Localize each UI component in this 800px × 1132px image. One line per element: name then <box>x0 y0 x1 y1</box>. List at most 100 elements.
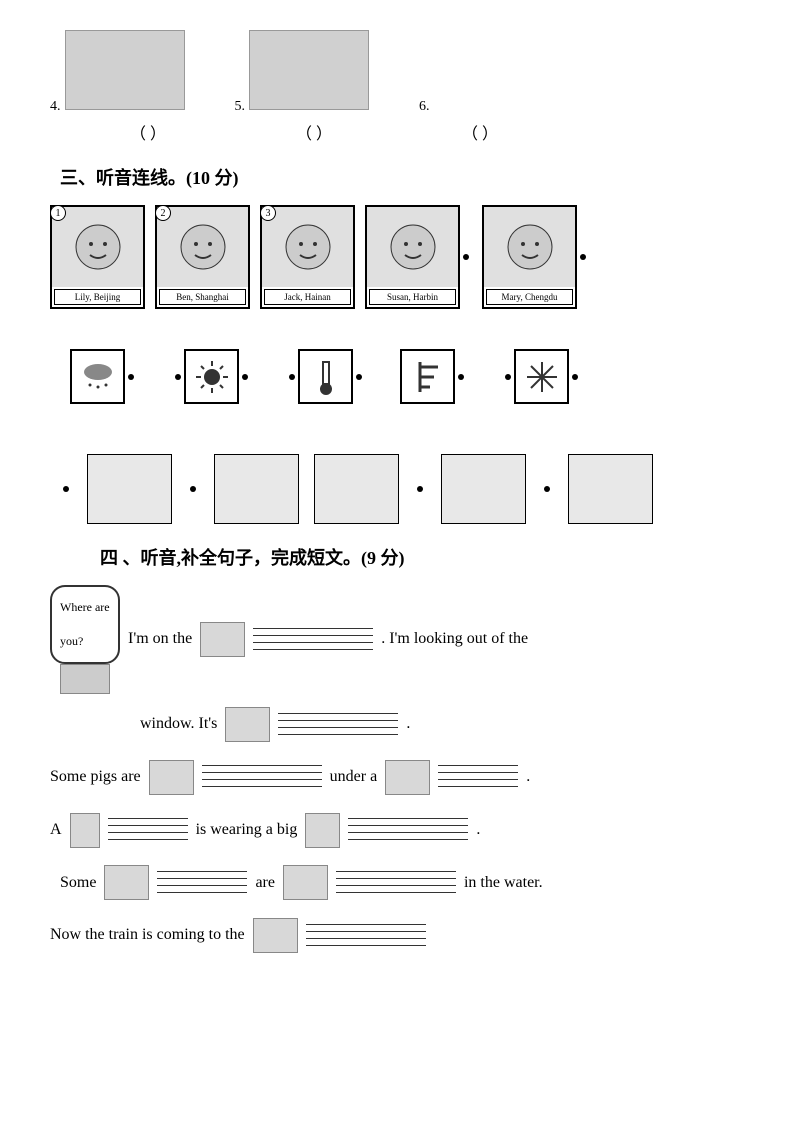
fill-blank[interactable] <box>202 763 322 791</box>
fill-blank[interactable] <box>157 869 247 897</box>
children-icon <box>104 865 149 900</box>
connect-dot-icon <box>356 374 362 380</box>
thermometer-icon <box>298 349 353 404</box>
hat-icon <box>305 813 340 848</box>
passage-line: Some pigs are under a . <box>50 755 750 800</box>
person-card-jack: 3 Jack, Hainan <box>260 205 355 309</box>
connect-dot-icon <box>190 486 196 492</box>
picture-pavilion-icon <box>249 30 369 110</box>
section2-answers-row: （ ） （ ） （ ） <box>130 120 750 144</box>
fill-blank[interactable] <box>438 763 518 791</box>
passage-container: Where are you? I'm on the . I'm looking … <box>50 585 750 958</box>
connect-dot-icon <box>63 486 69 492</box>
passage-line: window. It's . <box>50 702 750 747</box>
connect-dot-icon <box>572 374 578 380</box>
picture-bicycle-icon <box>65 30 185 110</box>
section2-images-row: 4. 5. 6. <box>50 30 750 115</box>
sun-icon <box>184 349 239 404</box>
card-number: 3 <box>260 205 276 221</box>
text: . I'm looking out of the <box>381 617 528 662</box>
card-number: 2 <box>155 205 171 221</box>
passage-line: A is wearing a big . <box>50 808 750 853</box>
card-number: 1 <box>50 205 66 221</box>
person-card-mary: Mary, Chengdu <box>482 205 577 309</box>
scene-room-icon <box>214 454 299 524</box>
item-num: 5. <box>235 99 246 114</box>
scene-park-icon <box>441 454 526 524</box>
text: . <box>406 702 410 747</box>
weather-icons-row <box>70 349 750 404</box>
wind-icon <box>400 349 455 404</box>
connect-dot-icon <box>544 486 550 492</box>
answer-blank[interactable]: （ ） <box>462 120 498 144</box>
answer-blank[interactable]: （ ） <box>296 120 332 144</box>
item-num: 6. <box>419 99 430 114</box>
fill-blank[interactable] <box>278 711 398 739</box>
face-icon <box>367 207 458 287</box>
passage-line: Now the train is coming to the <box>50 913 750 958</box>
passage-line: Where are you? I'm on the . I'm looking … <box>50 585 750 694</box>
face-icon <box>262 207 353 287</box>
person-card-ben: 2 Ben, Shanghai <box>155 205 250 309</box>
item-5: 5. <box>235 30 370 115</box>
connect-dot-icon <box>175 374 181 380</box>
fill-blank[interactable] <box>253 626 373 654</box>
fill-blank[interactable] <box>108 816 188 844</box>
person-label: Ben, Shanghai <box>159 289 246 305</box>
passage-line: Some are in the water. <box>50 861 750 906</box>
where-bubble-image: Where are you? <box>50 585 120 694</box>
text: . <box>526 755 530 800</box>
text: are <box>255 861 275 906</box>
connect-dot-icon <box>463 254 469 260</box>
person-train-icon <box>60 664 110 694</box>
text: window. It's <box>140 702 217 747</box>
text: Some pigs are <box>50 755 141 800</box>
text: is wearing a big <box>196 808 298 853</box>
person-label: Lily, Beijing <box>54 289 141 305</box>
fill-blank[interactable] <box>306 922 426 950</box>
scene-beach-icon <box>87 454 172 524</box>
face-icon <box>157 207 248 287</box>
scene-winter-icon <box>568 454 653 524</box>
text: Now the train is coming to the <box>50 913 245 958</box>
item-6: 6. <box>419 97 430 115</box>
text: I'm on the <box>128 617 192 662</box>
snow-cloud-icon <box>70 349 125 404</box>
connect-dot-icon <box>128 374 134 380</box>
fill-blank[interactable] <box>348 816 468 844</box>
fill-blank[interactable] <box>336 869 456 897</box>
face-icon <box>484 207 575 287</box>
station-icon <box>253 918 298 953</box>
person-card-susan: Susan, Harbin <box>365 205 460 309</box>
text: in the water. <box>464 861 543 906</box>
person-card-lily: 1 Lily, Beijing <box>50 205 145 309</box>
text: Some <box>60 861 96 906</box>
section4-title: 四 、听音,补全句子，完成短文。(9 分) <box>100 544 750 570</box>
scene-images-row <box>60 454 750 524</box>
scene-swimming-icon <box>314 454 399 524</box>
face-icon <box>52 207 143 287</box>
connect-dot-icon <box>580 254 586 260</box>
connect-dot-icon <box>458 374 464 380</box>
connect-dot-icon <box>505 374 511 380</box>
text: under a <box>330 755 378 800</box>
section3-title: 三、听音连线。(10 分) <box>60 164 750 190</box>
man-icon <box>70 813 100 848</box>
tree-icon <box>385 760 430 795</box>
train-icon <box>200 622 245 657</box>
person-label: Jack, Hainan <box>264 289 351 305</box>
connect-dot-icon <box>242 374 248 380</box>
text: A <box>50 808 62 853</box>
speech-bubble: Where are you? <box>50 585 120 664</box>
playing-icon <box>283 865 328 900</box>
pigs-icon <box>149 760 194 795</box>
connect-dot-icon <box>417 486 423 492</box>
item-4: 4. <box>50 30 185 115</box>
item-num: 4. <box>50 99 61 114</box>
snowflake-icon <box>514 349 569 404</box>
connect-dot-icon <box>289 374 295 380</box>
person-label: Susan, Harbin <box>369 289 456 305</box>
text: . <box>476 808 480 853</box>
rain-cloud-icon <box>225 707 270 742</box>
answer-blank[interactable]: （ ） <box>130 120 166 144</box>
